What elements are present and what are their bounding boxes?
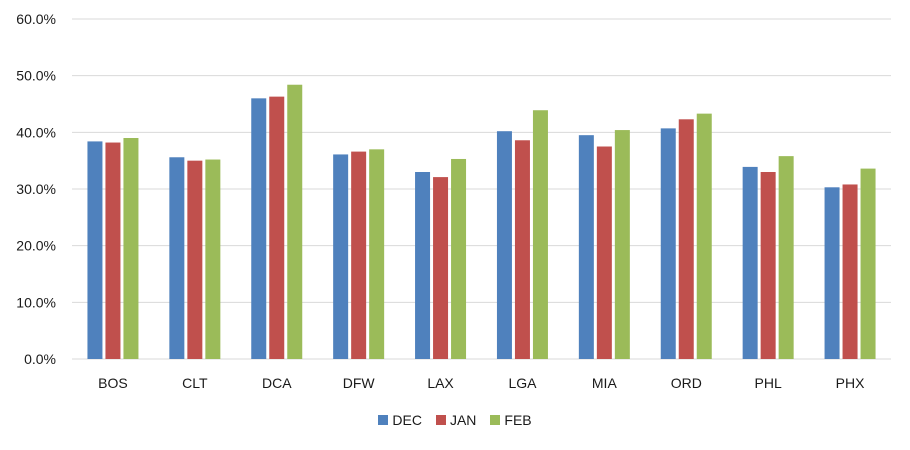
- bar-mia-jan: [596, 146, 612, 359]
- bar-bos-feb: [123, 138, 139, 359]
- legend-label: FEB: [504, 412, 532, 428]
- legend-swatch: [378, 415, 389, 425]
- bar-clt-feb: [205, 159, 221, 359]
- y-tick-label: 50.0%: [16, 68, 56, 84]
- legend-label: JAN: [449, 412, 477, 428]
- x-tick-label: DFW: [343, 375, 376, 391]
- bars: [87, 84, 876, 359]
- bar-lga-dec: [496, 131, 512, 359]
- bar-lga-feb: [532, 110, 548, 359]
- bar-dfw-dec: [333, 154, 349, 359]
- y-tick-label: 30.0%: [16, 181, 56, 197]
- bar-mia-feb: [614, 130, 630, 359]
- x-tick-label: LAX: [427, 375, 454, 391]
- x-tick-label: MIA: [592, 375, 618, 391]
- bar-dca-dec: [251, 98, 267, 359]
- x-tick-label: ORD: [671, 375, 702, 391]
- bar-dfw-feb: [369, 149, 385, 359]
- bar-dca-feb: [287, 84, 303, 359]
- bar-phl-feb: [778, 156, 794, 359]
- bar-clt-jan: [187, 160, 203, 359]
- y-tick-label: 60.0%: [16, 11, 56, 27]
- x-tick-label: CLT: [182, 375, 208, 391]
- legend-item-dec: DEC: [378, 412, 422, 428]
- x-tick-label: PHL: [755, 375, 782, 391]
- bar-ord-feb: [696, 113, 712, 359]
- bar-phl-jan: [760, 172, 776, 359]
- y-tick-label: 20.0%: [16, 238, 56, 254]
- bar-lax-jan: [433, 177, 449, 359]
- bar-bos-jan: [105, 142, 121, 359]
- y-tick-label: 10.0%: [16, 294, 56, 310]
- x-axis-tick-labels: BOS CLT DCA DFW LAX LGA MIA ORD PHL PHX: [98, 375, 865, 391]
- bar-phx-feb: [860, 168, 876, 359]
- bar-dfw-jan: [351, 151, 367, 359]
- x-tick-label: DCA: [262, 375, 292, 391]
- y-tick-label: 40.0%: [16, 124, 56, 140]
- legend-item-feb: FEB: [490, 412, 532, 428]
- x-tick-label: LGA: [508, 375, 537, 391]
- bar-phx-jan: [842, 184, 858, 359]
- bar-lax-feb: [451, 158, 467, 359]
- bar-mia-dec: [578, 135, 594, 359]
- legend-item-jan: JAN: [435, 412, 477, 428]
- bar-lax-dec: [415, 172, 431, 359]
- bar-ord-jan: [678, 119, 694, 359]
- y-tick-label: 0.0%: [24, 351, 56, 367]
- bar-clt-dec: [169, 157, 185, 359]
- legend-swatch: [435, 415, 446, 425]
- bar-phl-dec: [742, 166, 758, 359]
- legend: DEC JAN FEB: [0, 412, 910, 428]
- legend-label: DEC: [392, 412, 422, 428]
- x-tick-label: BOS: [98, 375, 128, 391]
- bar-bos-dec: [87, 141, 103, 359]
- legend-swatch: [490, 415, 501, 425]
- bar-phx-dec: [824, 187, 840, 359]
- y-axis-tick-labels: 0.0% 10.0% 20.0% 30.0% 40.0% 50.0% 60.0%: [16, 11, 56, 367]
- bar-chart: 0.0% 10.0% 20.0% 30.0% 40.0% 50.0% 60.0% BOS CL…: [16, 11, 891, 391]
- bar-dca-jan: [269, 96, 285, 359]
- x-tick-label: PHX: [836, 375, 865, 391]
- bar-lga-jan: [514, 140, 530, 359]
- bar-ord-dec: [660, 128, 676, 359]
